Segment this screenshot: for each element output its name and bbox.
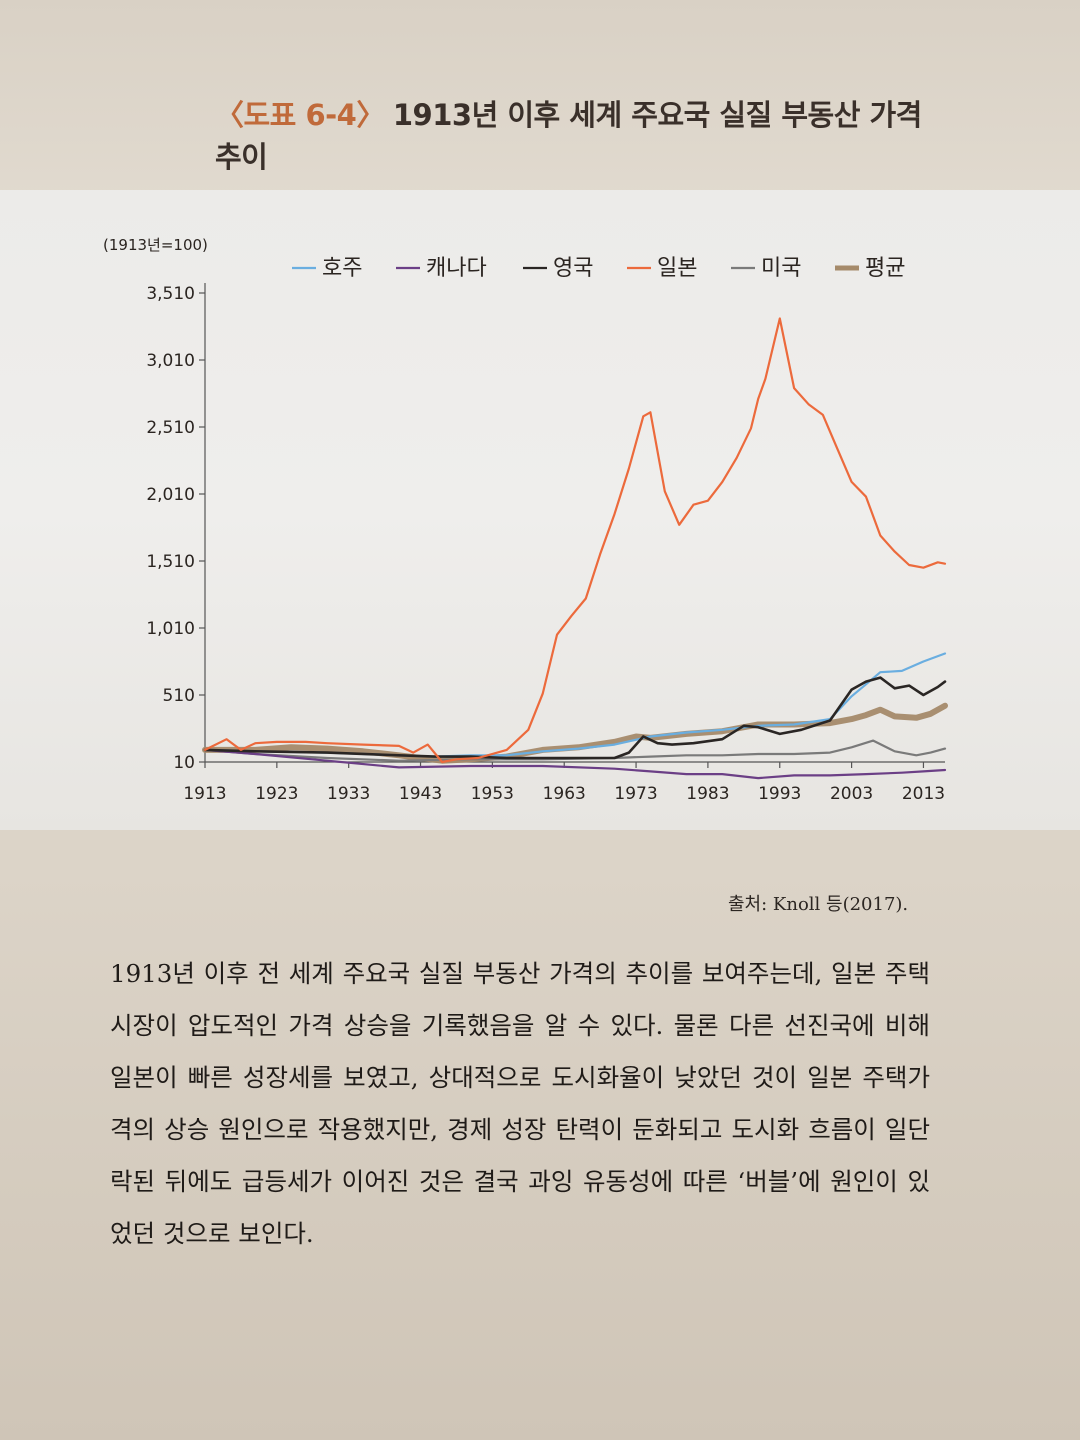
- x-tick-label: 1993: [758, 784, 801, 804]
- y-tick-label: 1,510: [146, 552, 195, 572]
- series-lines: [202, 317, 948, 780]
- x-tick-label: 1933: [327, 784, 370, 804]
- axes: 10 510 1,010 1,510 2,010 2,510 3,010 3,510 1913 1…: [146, 283, 945, 804]
- legend-label-australia: 호주: [322, 256, 362, 281]
- y-tick-label: 3,510: [146, 284, 195, 304]
- legend-label-average: 평균: [865, 256, 905, 281]
- series-line-usa: [203, 739, 947, 762]
- x-tick-label: 2013: [902, 784, 945, 804]
- legend-label-usa: 미국: [761, 256, 801, 281]
- body-paragraph: 1913년 이후 전 세계 주요국 실질 부동산 가격의 추이를 보여주는데, …: [110, 959, 930, 1248]
- y-tick-label: 3,010: [146, 351, 195, 371]
- series-line-uk: [203, 676, 947, 760]
- legend-label-canada: 캐나다: [426, 256, 487, 281]
- x-tick-label: 2003: [830, 784, 873, 804]
- legend: 호주 캐나다 영국 일본 미국 평균: [292, 256, 905, 281]
- series-line-canada: [203, 748, 947, 780]
- series-line-average: [202, 702, 948, 764]
- x-tick-label: 1983: [686, 784, 729, 804]
- x-tick-label: 1913: [183, 784, 226, 804]
- source-note: 출처: Knoll 등(2017).: [728, 894, 909, 915]
- x-tick-label: 1963: [543, 784, 586, 804]
- series-line-japan: [203, 317, 947, 764]
- line-chart: (1913년=100) 10 510 1,010 1,510 2,010 2,510 3,0…: [103, 236, 948, 804]
- legend-label-uk: 영국: [553, 256, 593, 281]
- x-tick-label: 1923: [255, 784, 298, 804]
- figure-title-text: 1913년 이후 세계 주요국 실질 부동산 가격 추이: [215, 98, 922, 174]
- y-unit-label: (1913년=100): [103, 236, 208, 254]
- chart-panel: (1913년=100) 10 510 1,010 1,510 2,010 2,510 3,0…: [0, 190, 1080, 830]
- legend-label-japan: 일본: [657, 256, 697, 281]
- x-tick-label: 1943: [399, 784, 442, 804]
- figure-tag: 〈도표 6-4〉: [215, 98, 385, 132]
- x-tick-label: 1973: [614, 784, 657, 804]
- series-line-australia: [203, 652, 947, 758]
- y-tick-label: 2,510: [146, 418, 195, 438]
- y-tick-label: 10: [173, 753, 195, 773]
- x-tick-label: 1953: [471, 784, 514, 804]
- y-tick-label: 2,010: [146, 485, 195, 505]
- y-tick-label: 1,010: [146, 619, 195, 639]
- y-tick-label: 510: [163, 686, 195, 706]
- figure-title: 〈도표 6-4〉 1913년 이후 세계 주요국 실질 부동산 가격 추이: [215, 92, 935, 176]
